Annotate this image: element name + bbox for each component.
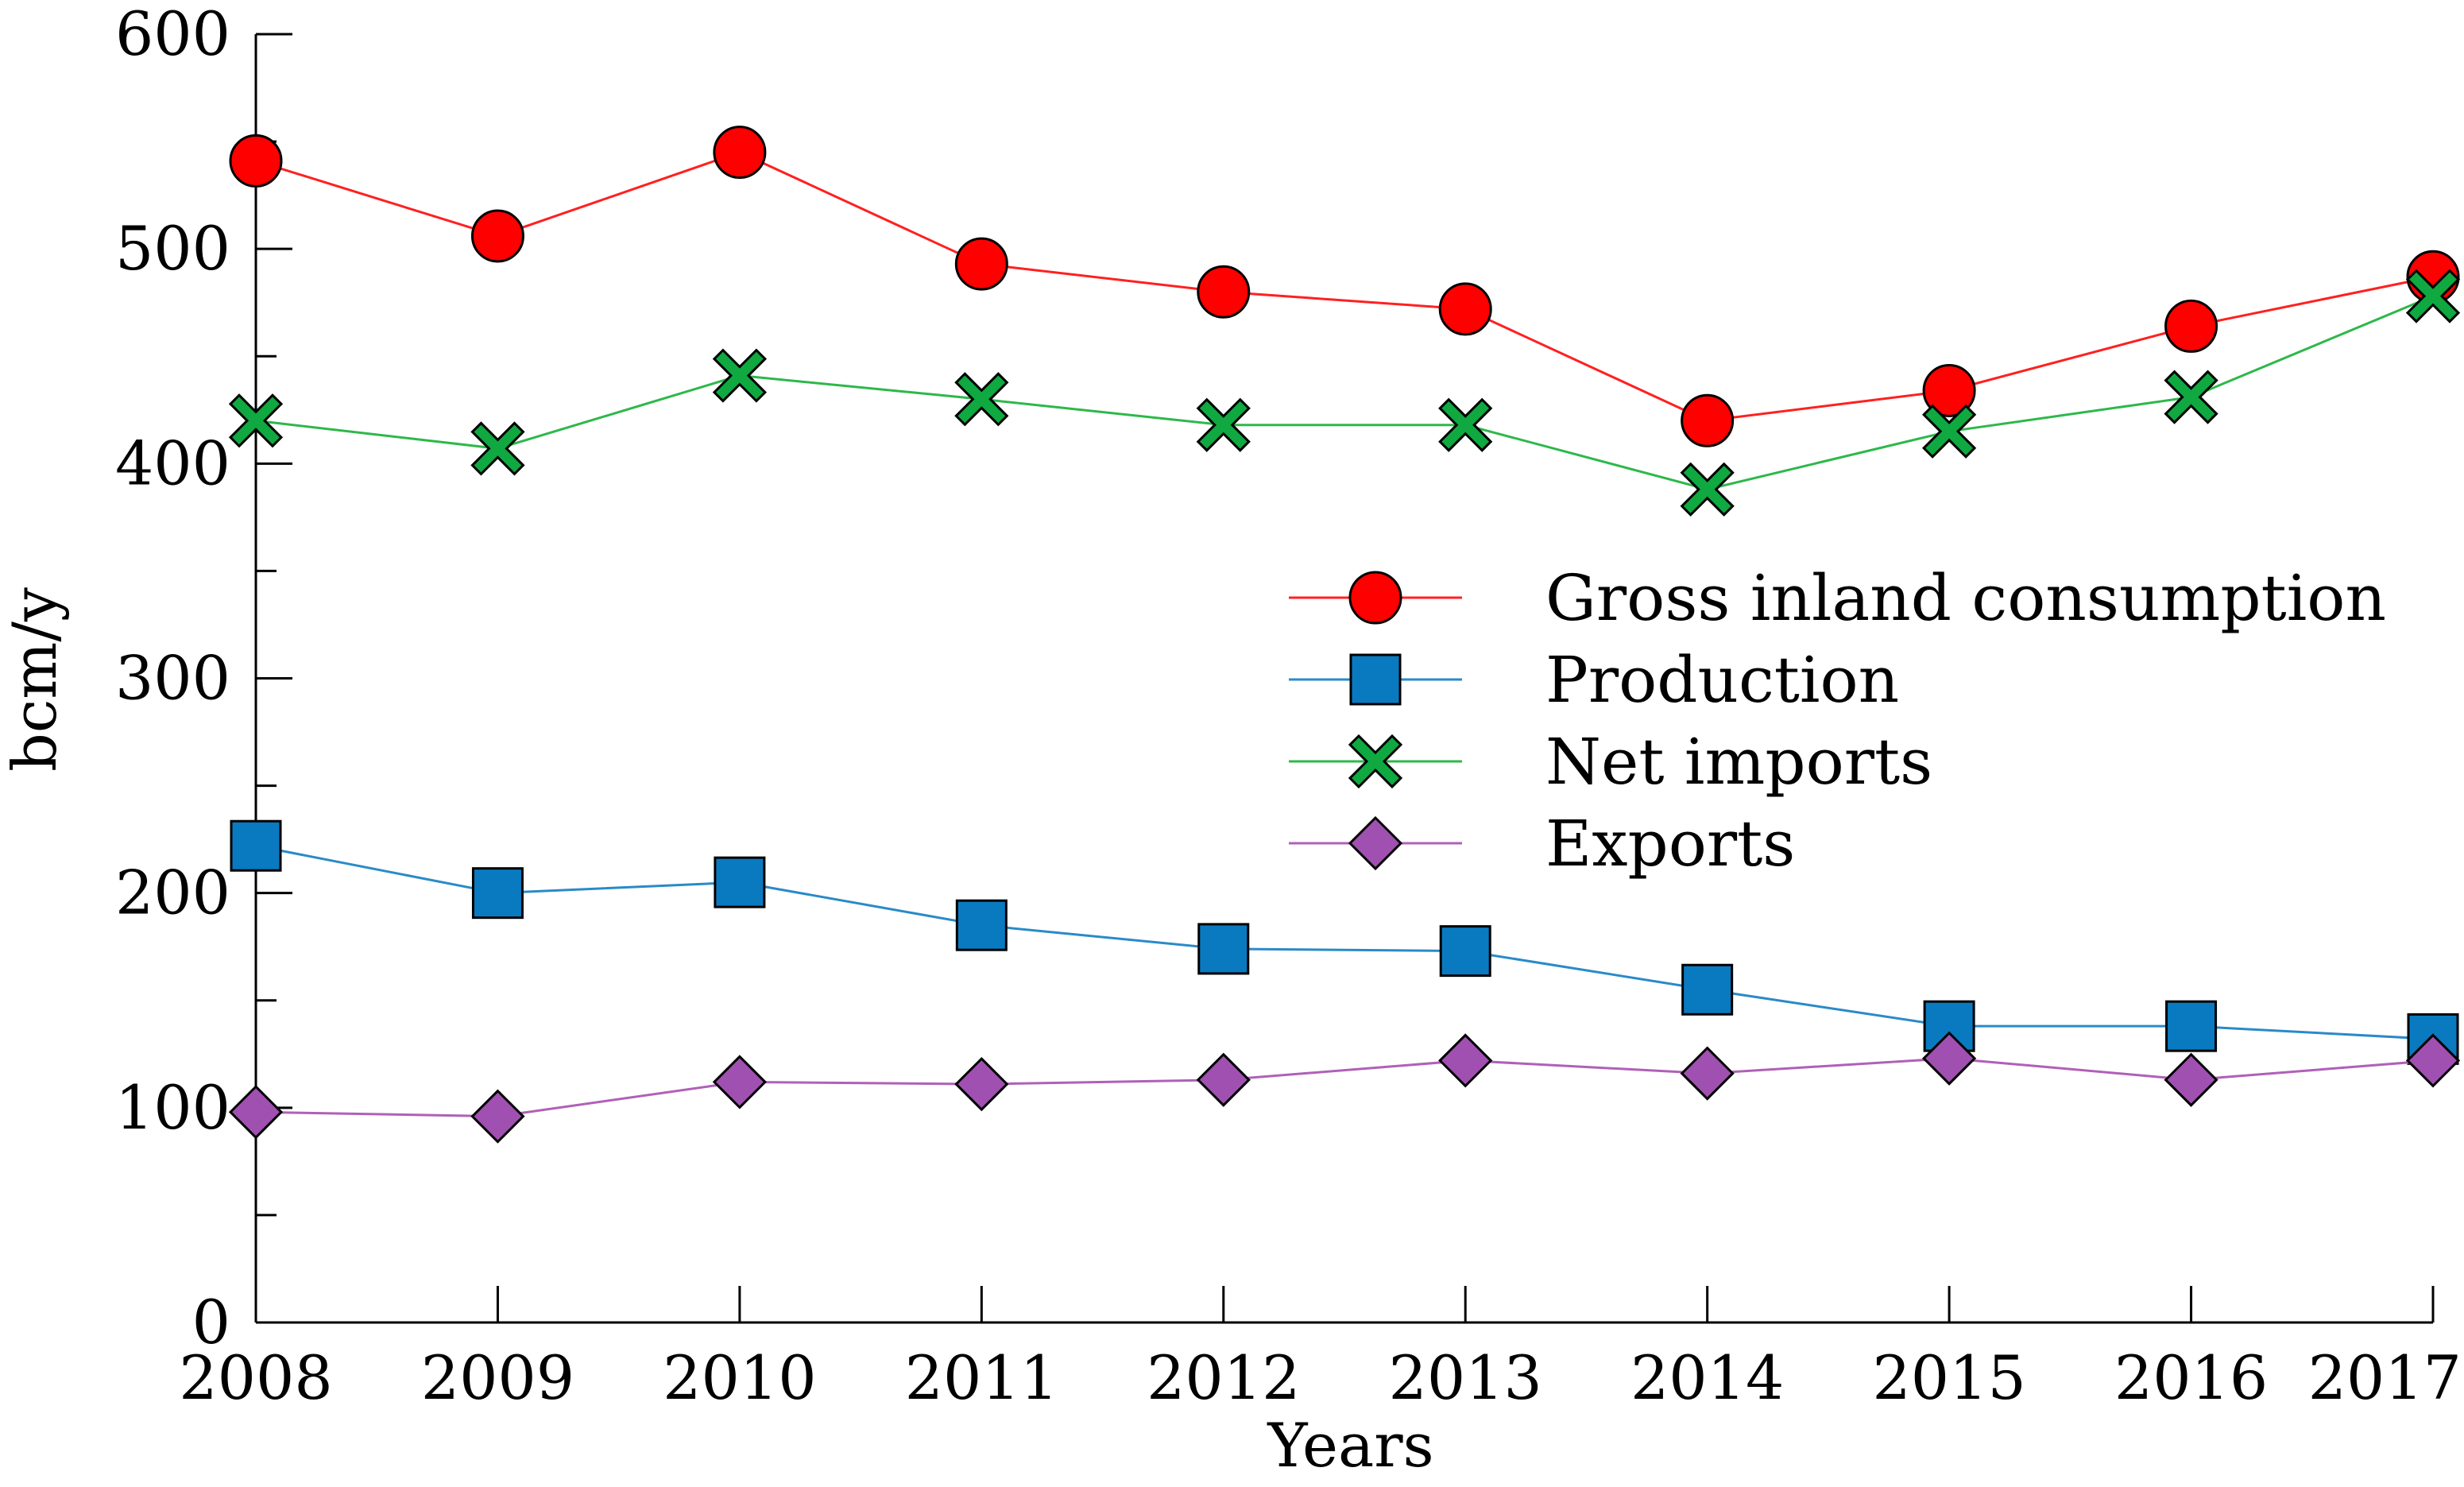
legend-entry-gross-inland-consumption: Gross inland consumption	[1289, 561, 2386, 635]
series-line-production	[255, 844, 2434, 1040]
legend-label: Exports	[1545, 807, 1795, 881]
data-point-production	[955, 899, 1008, 951]
data-point-net-imports	[1438, 397, 1493, 452]
data-point-production	[2165, 1000, 2218, 1052]
series-gross-inland-consumption	[229, 126, 2460, 447]
data-point-exports	[470, 1089, 525, 1144]
data-point-net-imports	[2164, 370, 2218, 424]
legend-marker	[1349, 653, 1402, 706]
y-tick-label: 0	[192, 1287, 230, 1357]
data-point-gross-inland-consumption	[1438, 282, 1492, 336]
x-tick-label: 2013	[1389, 1342, 1542, 1413]
y-tick-label: 200	[115, 858, 230, 928]
series-production	[230, 819, 2459, 1065]
y-tick-label: 300	[115, 643, 230, 714]
legend-marker	[1348, 815, 1403, 871]
x-tick-label: 2011	[905, 1342, 1058, 1413]
data-point-gross-inland-consumption	[1681, 393, 1735, 447]
data-point-net-imports	[2405, 269, 2461, 323]
data-point-production	[471, 867, 524, 920]
x-axis-title: Years	[1267, 1410, 1433, 1481]
data-point-gross-inland-consumption	[1197, 265, 1251, 319]
legend-marker	[1348, 734, 1403, 789]
y-tick-label: 100	[115, 1072, 230, 1143]
data-point-exports	[2164, 1052, 2218, 1107]
legend-entry-net-imports: Net imports	[1289, 725, 1932, 799]
data-point-production	[714, 856, 766, 908]
series-exports	[228, 1031, 2461, 1144]
data-point-exports	[1680, 1046, 1735, 1101]
series-line-net-imports	[255, 295, 2434, 491]
x-tick-label: 2016	[2114, 1342, 2268, 1413]
x-tick-label: 2009	[421, 1342, 574, 1413]
legend-label: Net imports	[1545, 725, 1932, 799]
y-tick-label: 400	[115, 428, 230, 498]
legend-entry-exports: Exports	[1289, 807, 1795, 881]
data-point-gross-inland-consumption	[2164, 299, 2218, 353]
x-tick-label: 2012	[1147, 1342, 1300, 1413]
y-tick-label: 500	[115, 213, 230, 284]
data-point-production	[1439, 925, 1491, 978]
x-tick-label: 2017	[2308, 1342, 2462, 1413]
series-line-exports	[255, 1057, 2434, 1118]
data-point-gross-inland-consumption	[229, 134, 283, 188]
data-point-net-imports	[1196, 397, 1251, 452]
data-point-net-imports	[470, 421, 525, 476]
legend-label: Gross inland consumption	[1545, 561, 2386, 635]
data-point-exports	[1921, 1031, 1977, 1086]
data-point-production	[1681, 963, 1734, 1016]
data-point-exports	[2405, 1033, 2461, 1088]
data-point-net-imports	[1921, 404, 1977, 459]
legend-entry-production: Production	[1289, 643, 1899, 717]
x-tick-label: 2014	[1630, 1342, 1784, 1413]
x-tick-label: 2008	[179, 1342, 332, 1413]
data-point-net-imports	[228, 393, 284, 448]
series-layer	[228, 126, 2461, 1144]
axes: 0 100 200 300 400 500 600 2008 2009 2010 2011 2012 2…	[115, 0, 2462, 1413]
legend: Gross inland consumption Production Net im…	[1289, 561, 2386, 881]
data-point-gross-inland-consumption	[470, 209, 524, 263]
data-point-exports	[1438, 1033, 1493, 1088]
legend-marker	[1348, 571, 1402, 625]
data-point-exports	[228, 1085, 284, 1140]
data-point-production	[1197, 923, 1250, 975]
series-line-gross-inland-consumption	[255, 150, 2434, 422]
data-point-net-imports	[954, 372, 1009, 427]
y-tick-label: 600	[115, 0, 230, 69]
data-point-net-imports	[712, 348, 768, 403]
data-point-exports	[1196, 1052, 1251, 1107]
data-point-exports	[712, 1055, 768, 1109]
data-point-exports	[954, 1056, 1009, 1112]
data-point-production	[230, 819, 282, 872]
x-tick-label: 2015	[1872, 1342, 2025, 1413]
data-point-gross-inland-consumption	[1922, 363, 1976, 417]
data-point-gross-inland-consumption	[713, 126, 767, 180]
data-point-net-imports	[1680, 462, 1735, 517]
x-tick-label: 2010	[663, 1342, 816, 1413]
data-point-gross-inland-consumption	[954, 237, 1008, 291]
legend-label: Production	[1545, 643, 1899, 717]
y-axis-title: bcm/y	[0, 587, 70, 772]
series-net-imports	[228, 269, 2461, 517]
